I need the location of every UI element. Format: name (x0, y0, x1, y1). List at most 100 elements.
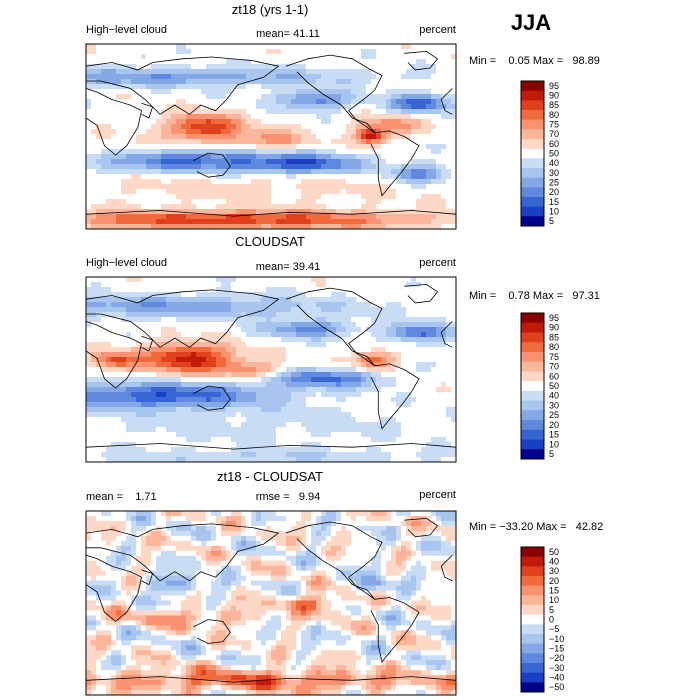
field-cell (281, 184, 287, 190)
field-cell (421, 174, 427, 180)
field-cell (171, 347, 177, 353)
field-cell (291, 402, 297, 408)
field-cell (241, 422, 247, 428)
field-cell (326, 114, 332, 120)
field-cell (181, 74, 187, 80)
field-cell (161, 327, 167, 333)
field-cell (106, 104, 112, 110)
field-cell (216, 277, 222, 283)
field-cell (181, 49, 187, 55)
field-cell (91, 342, 97, 348)
field-cell (296, 114, 302, 120)
field-cell (291, 287, 297, 293)
field-cell (441, 412, 447, 418)
field-cell (321, 159, 327, 165)
field-cell (276, 214, 282, 220)
field-cell (356, 94, 362, 100)
field-cell (96, 194, 102, 200)
field-cell (311, 352, 317, 358)
field-cell (231, 184, 237, 190)
field-cell (196, 174, 202, 180)
field-cell (226, 89, 232, 95)
field-cell (391, 357, 397, 363)
field-cell (211, 84, 217, 90)
field-cell (416, 277, 422, 283)
field-cell (416, 362, 422, 368)
field-cell (276, 392, 282, 398)
field-cell (251, 397, 257, 403)
field-cell (346, 109, 352, 115)
field-cell (341, 204, 347, 210)
field-cell (326, 119, 332, 125)
field-cell (221, 74, 227, 80)
field-cell (281, 104, 287, 110)
field-cell (226, 69, 232, 75)
field-cell (206, 179, 212, 185)
field-cell (286, 347, 292, 353)
field-cell (106, 144, 112, 150)
field-cell (111, 372, 117, 378)
field-cell (196, 179, 202, 185)
field-cell (451, 377, 457, 383)
field-cell (151, 209, 157, 215)
field-cell (236, 64, 242, 70)
field-cell (321, 89, 327, 95)
field-cell (321, 174, 327, 180)
field-cell (276, 337, 282, 343)
field-cell (316, 79, 322, 85)
field-cell (416, 407, 422, 413)
field-cell (96, 372, 102, 378)
colorbar-tick-label: 60 (549, 139, 559, 149)
field-cell (431, 79, 437, 85)
field-cell (256, 109, 262, 115)
field-cell (331, 184, 337, 190)
field-cell (351, 377, 357, 383)
field-cell (336, 174, 342, 180)
field-cell (141, 327, 147, 333)
field-cell (391, 317, 397, 323)
field-cell (381, 64, 387, 70)
field-cell (226, 199, 232, 205)
field-cell (396, 79, 402, 85)
field-cell (326, 159, 332, 165)
field-cell (346, 367, 352, 373)
field-cell (211, 352, 217, 358)
field-cell (136, 347, 142, 353)
field-cell (406, 174, 412, 180)
field-cell (146, 392, 152, 398)
field-cell (221, 159, 227, 165)
field-cell (301, 402, 307, 408)
field-cell (446, 392, 452, 398)
field-cell (406, 209, 412, 215)
field-cell (191, 214, 197, 220)
field-cell (381, 397, 387, 403)
field-cell (451, 69, 457, 75)
field-cell (216, 174, 222, 180)
field-cell (201, 357, 207, 363)
field-cell (101, 114, 107, 120)
field-cell (436, 327, 442, 333)
field-cell (416, 114, 422, 120)
field-cell (416, 99, 422, 105)
field-cell (376, 164, 382, 170)
field-cell (166, 397, 172, 403)
field-cell (346, 139, 352, 145)
field-cell (321, 84, 327, 90)
field-cell (436, 149, 442, 155)
field-cell (136, 94, 142, 100)
field-cell (186, 84, 192, 90)
field-cell (361, 74, 367, 80)
field-cell (226, 392, 232, 398)
field-cell (131, 214, 137, 220)
field-cell (316, 277, 322, 283)
field-cell (201, 292, 207, 298)
field-cell (141, 224, 147, 230)
field-cell (166, 129, 172, 135)
field-cell (316, 199, 322, 205)
field-cell (311, 99, 317, 105)
field-cell (171, 372, 177, 378)
field-cell (326, 357, 332, 363)
field-cell (91, 169, 97, 175)
field-cell (271, 189, 277, 195)
field-cell (381, 119, 387, 125)
